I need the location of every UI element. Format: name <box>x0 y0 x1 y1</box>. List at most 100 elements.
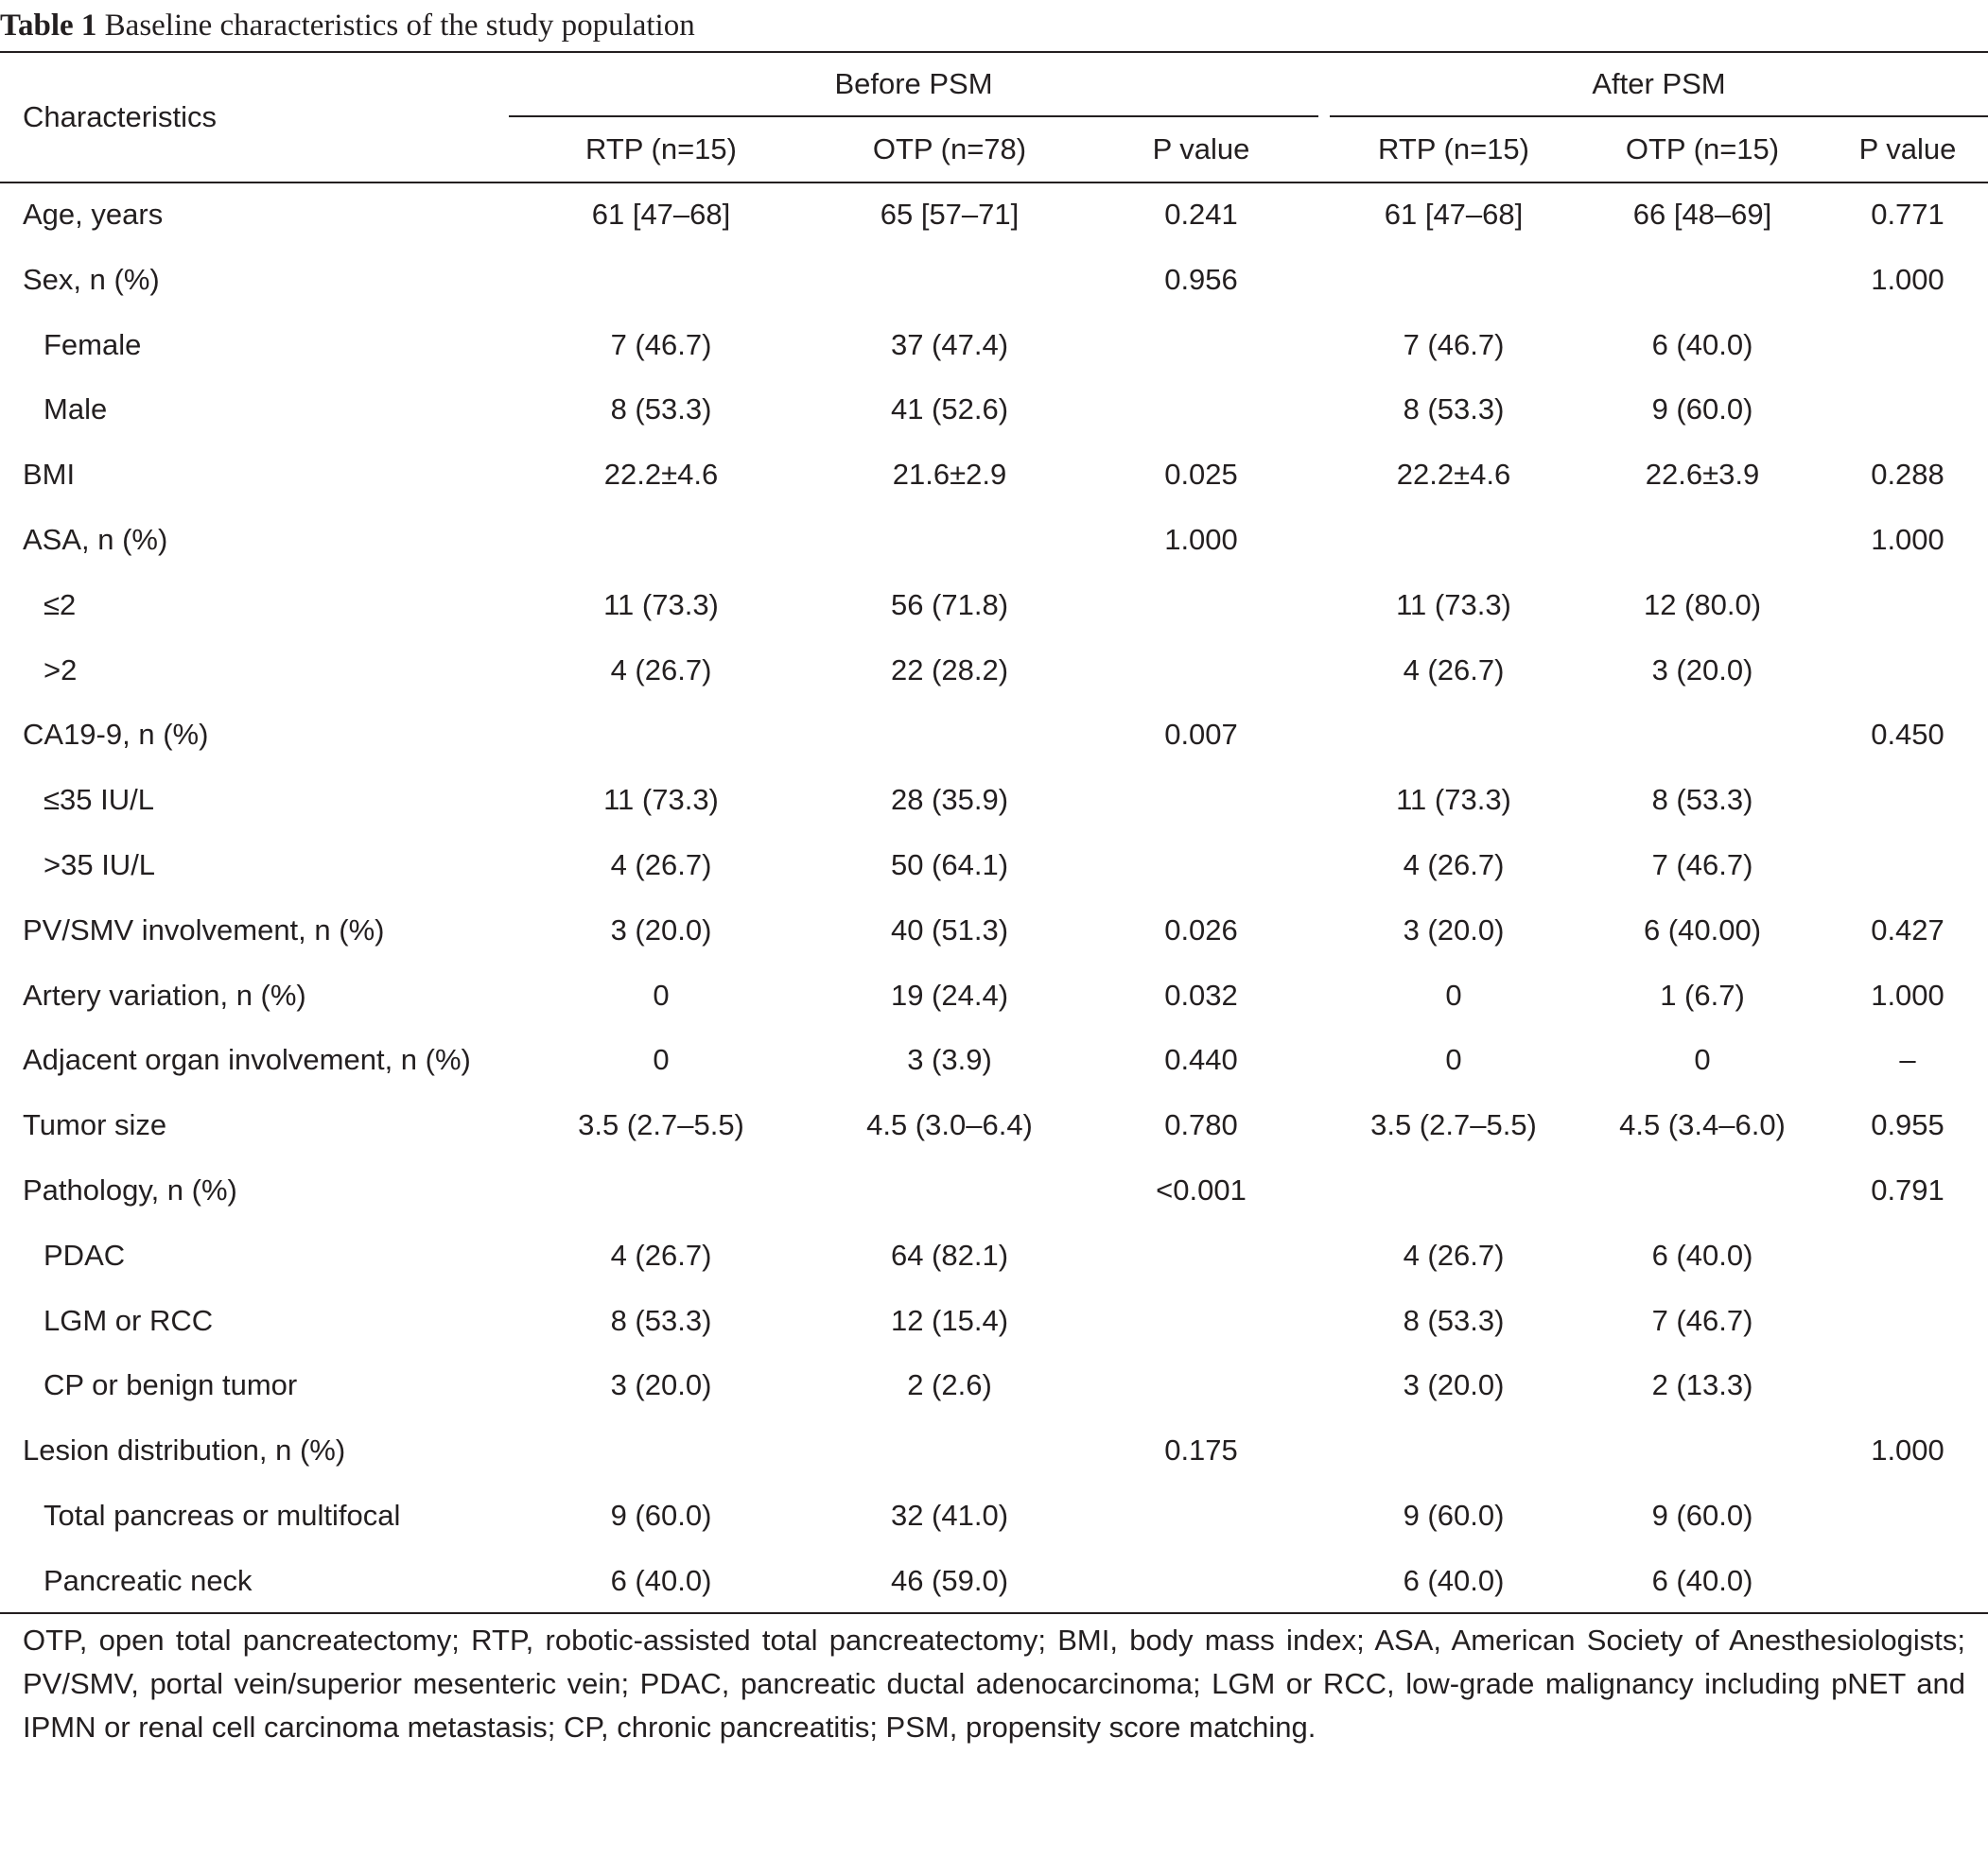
row-label: PDAC <box>44 1239 126 1272</box>
row-label: Pancreatic neck <box>44 1564 253 1597</box>
table-cell: 0 <box>653 1043 670 1076</box>
header-after-psm: After PSM <box>1592 67 1726 100</box>
table-cell: 4 (26.7) <box>1403 653 1505 686</box>
before-psm-group-rule <box>509 115 1318 117</box>
table-cell: 7 (46.7) <box>610 328 712 361</box>
row-label: Total pancreas or multifocal <box>44 1499 401 1532</box>
row-label: Pathology, n (%) <box>23 1173 237 1207</box>
table-cell: 0.771 <box>1871 198 1944 231</box>
table-cell: 8 (53.3) <box>1403 1304 1505 1337</box>
row-label: PV/SMV involvement, n (%) <box>23 913 385 947</box>
table-cell: 65 [57–71] <box>880 198 1020 231</box>
after-psm-group-rule <box>1330 115 1988 117</box>
table-cell: 1.000 <box>1871 1433 1944 1467</box>
table-cell: 0.780 <box>1164 1108 1238 1141</box>
row-label: Tumor size <box>23 1108 167 1141</box>
table-cell: 7 (46.7) <box>1651 1304 1753 1337</box>
table-cell: 6 (40.0) <box>1651 328 1753 361</box>
table-cell: 7 (46.7) <box>1651 848 1753 881</box>
table-cell: 6 (40.00) <box>1643 913 1762 947</box>
table-cell: 0 <box>1445 979 1462 1012</box>
table-cell: 6 (40.0) <box>1651 1239 1753 1272</box>
table-cell: 3 (20.0) <box>610 913 712 947</box>
table-cell: 0.440 <box>1164 1043 1238 1076</box>
table-cell: 0.288 <box>1871 458 1944 491</box>
row-label: LGM or RCC <box>44 1304 214 1337</box>
table-cell: 22.6±3.9 <box>1645 458 1760 491</box>
table-cell: 3.5 (2.7–5.5) <box>578 1108 744 1141</box>
table-cell: 6 (40.0) <box>610 1564 712 1597</box>
table-top-rule <box>0 51 1988 53</box>
column-header: P value <box>1858 132 1957 165</box>
table-cell: 61 [47–68] <box>1384 198 1524 231</box>
table-cell: 0.007 <box>1164 718 1238 751</box>
table-cell: 3 (20.0) <box>610 1368 712 1401</box>
table-cell: <0.001 <box>1156 1173 1247 1207</box>
row-label: Female <box>44 328 142 361</box>
table-footnote: OTP, open total pancreatectomy; RTP, rob… <box>23 1624 1965 1744</box>
column-header: RTP (n=15) <box>1378 132 1529 165</box>
table-cell: 4 (26.7) <box>1403 848 1505 881</box>
row-label: BMI <box>23 458 76 491</box>
row-label: >2 <box>44 653 78 686</box>
table-cell: 1 (6.7) <box>1660 979 1745 1012</box>
table-cell: 1.000 <box>1871 979 1944 1012</box>
table-cell: 9 (60.0) <box>1403 1499 1505 1532</box>
table-bottom-rule <box>0 1612 1988 1614</box>
table-cell: 21.6±2.9 <box>892 458 1007 491</box>
row-label: ASA, n (%) <box>23 523 168 556</box>
table-cell: 0.241 <box>1164 198 1238 231</box>
table-cell: 1.000 <box>1164 523 1238 556</box>
table-cell: 4 (26.7) <box>610 848 712 881</box>
table-cell: 8 (53.3) <box>610 392 712 426</box>
column-header: RTP (n=15) <box>585 132 737 165</box>
table-caption: Table 1 Baseline characteristics of the … <box>0 6 695 45</box>
table-cell: 37 (47.4) <box>890 328 1009 361</box>
table-cell: 7 (46.7) <box>1403 328 1505 361</box>
table-cell: 2 (2.6) <box>907 1368 992 1401</box>
table-cell: 61 [47–68] <box>591 198 731 231</box>
table-cell: 4 (26.7) <box>610 1239 712 1272</box>
table-cell: 56 (71.8) <box>890 588 1009 621</box>
table-cell: 28 (35.9) <box>890 783 1009 816</box>
table-cell: 66 [48–69] <box>1632 198 1772 231</box>
table-cell: 64 (82.1) <box>890 1239 1009 1272</box>
table-cell: 11 (73.3) <box>1396 588 1511 621</box>
table-cell: 0.955 <box>1871 1108 1944 1141</box>
table-cell: 8 (53.3) <box>1403 392 1505 426</box>
table-cell: 9 (60.0) <box>1651 1499 1753 1532</box>
table-cell: 50 (64.1) <box>890 848 1009 881</box>
table-cell: 8 (53.3) <box>1651 783 1753 816</box>
table-cell: 41 (52.6) <box>890 392 1009 426</box>
table-cell: 6 (40.0) <box>1651 1564 1753 1597</box>
column-header: OTP (n=15) <box>1625 132 1780 165</box>
column-header: P value <box>1152 132 1250 165</box>
row-label: ≤2 <box>44 588 77 621</box>
table-cell: 0 <box>1694 1043 1711 1076</box>
row-label: Male <box>44 392 108 426</box>
table-cell: 40 (51.3) <box>890 913 1009 947</box>
table-cell: 0.427 <box>1871 913 1944 947</box>
table-cell: 1.000 <box>1871 523 1944 556</box>
table-cell: 12 (80.0) <box>1643 588 1762 621</box>
table-cell: 4 (26.7) <box>1403 1239 1505 1272</box>
row-label: Age, years <box>23 198 164 231</box>
header-before-psm: Before PSM <box>834 67 993 100</box>
table-cell: 11 (73.3) <box>603 783 719 816</box>
table-cell: 0.450 <box>1871 718 1944 751</box>
table-cell: 0 <box>1445 1043 1462 1076</box>
table-cell: 1.000 <box>1871 263 1944 296</box>
table-cell: 9 (60.0) <box>1651 392 1753 426</box>
row-label: Lesion distribution, n (%) <box>23 1433 346 1467</box>
row-label: Sex, n (%) <box>23 263 160 296</box>
table-cell: 0.175 <box>1164 1433 1238 1467</box>
row-label: ≤35 IU/L <box>44 783 154 816</box>
table-cell: 12 (15.4) <box>890 1304 1009 1337</box>
table-cell: 2 (13.3) <box>1651 1368 1753 1401</box>
table-cell: 22 (28.2) <box>890 653 1009 686</box>
row-label: CA19-9, n (%) <box>23 718 209 751</box>
table-caption-text: Baseline characteristics of the study po… <box>104 9 695 43</box>
table-cell: – <box>1899 1043 1916 1076</box>
header-characteristics: Characteristics <box>23 100 217 133</box>
